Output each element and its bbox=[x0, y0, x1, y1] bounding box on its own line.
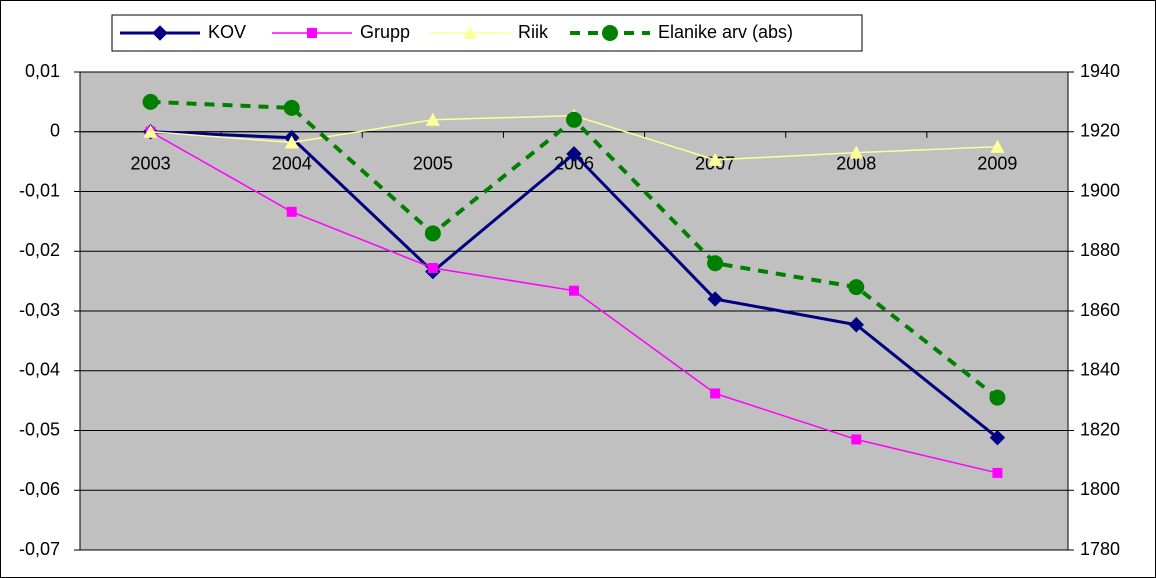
legend-label: Elanike arv (abs) bbox=[658, 22, 793, 42]
data-point bbox=[992, 467, 1003, 478]
data-point bbox=[707, 255, 724, 272]
y2-tick-label: 1840 bbox=[1080, 360, 1120, 380]
y2-tick-label: 1940 bbox=[1080, 61, 1120, 81]
data-point bbox=[143, 124, 158, 138]
data-point bbox=[849, 145, 864, 159]
y-tick-label: -0,02 bbox=[19, 240, 60, 260]
data-point bbox=[424, 225, 441, 242]
y2-tick-label: 1920 bbox=[1080, 121, 1120, 141]
legend-label: KOV bbox=[208, 22, 246, 42]
x-tick-label: 2004 bbox=[272, 154, 312, 174]
y-tick-label: -0,03 bbox=[19, 300, 60, 320]
y2-tick-label: 1780 bbox=[1080, 539, 1120, 559]
y-tick-label: -0,01 bbox=[19, 180, 60, 200]
data-point bbox=[848, 279, 865, 296]
data-point bbox=[708, 152, 723, 166]
y2-tick-label: 1880 bbox=[1080, 240, 1120, 260]
y-tick-label: -0,06 bbox=[19, 479, 60, 499]
y-tick-label: -0,04 bbox=[19, 360, 60, 380]
data-point bbox=[142, 93, 159, 110]
x-tick-label: 2009 bbox=[977, 154, 1017, 174]
data-point bbox=[851, 434, 862, 445]
legend-marker bbox=[602, 25, 618, 41]
data-point bbox=[425, 112, 440, 126]
legend-label: Riik bbox=[518, 22, 549, 42]
data-point bbox=[286, 206, 297, 217]
x-tick-label: 2005 bbox=[413, 154, 453, 174]
data-point bbox=[569, 285, 579, 296]
data-point bbox=[284, 135, 299, 149]
data-point bbox=[566, 111, 582, 128]
y2-tick-label: 1900 bbox=[1080, 180, 1120, 200]
data-point bbox=[989, 389, 1006, 406]
data-point bbox=[427, 262, 438, 273]
data-point bbox=[283, 99, 300, 116]
legend-label: Grupp bbox=[360, 22, 410, 42]
data-point bbox=[990, 139, 1005, 153]
legend-marker bbox=[307, 28, 317, 38]
data-point bbox=[707, 291, 723, 307]
y-tick-label: 0,01 bbox=[25, 61, 60, 81]
y-tick-label: -0,05 bbox=[19, 419, 60, 439]
y2-tick-label: 1800 bbox=[1080, 479, 1120, 499]
data-point bbox=[848, 317, 864, 333]
y-tick-label: 0 bbox=[50, 121, 60, 141]
data-point bbox=[989, 429, 1006, 446]
x-tick-label: 2003 bbox=[131, 154, 171, 174]
data-point bbox=[710, 388, 721, 399]
x-tick-label: 2008 bbox=[836, 154, 876, 174]
y-tick-label: -0,07 bbox=[19, 539, 60, 559]
legend-marker bbox=[463, 26, 477, 39]
y2-tick-label: 1860 bbox=[1080, 300, 1120, 320]
legend-marker bbox=[152, 25, 168, 41]
y2-tick-label: 1820 bbox=[1080, 419, 1120, 439]
data-point bbox=[566, 146, 582, 162]
x-tick-label: 2006 bbox=[554, 154, 594, 174]
